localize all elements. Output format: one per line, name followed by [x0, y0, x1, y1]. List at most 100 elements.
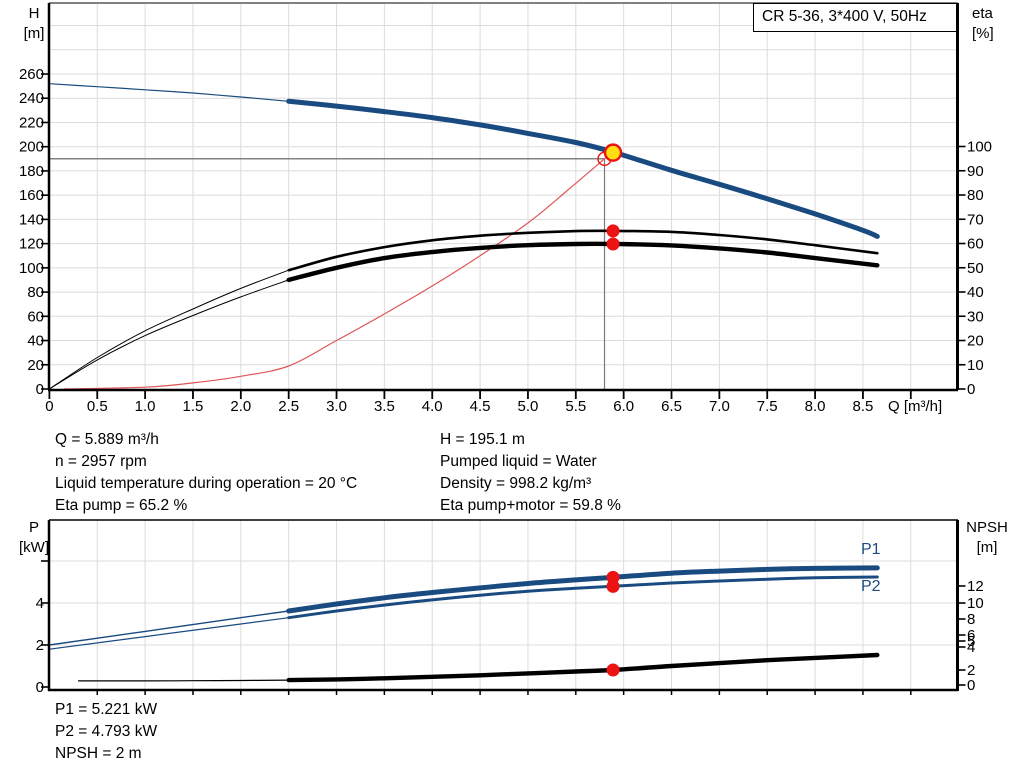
q-tick-label: 6.0 — [613, 398, 634, 415]
curve-eta-pump-motor-thin — [49, 279, 289, 390]
eta-tick-label: 60 — [967, 236, 984, 253]
curve-eta-pump-thin — [49, 269, 289, 390]
curve-NPSH-thin — [78, 679, 289, 682]
top-left-axis-unit: [m] — [23, 25, 45, 42]
top-chart: 0 20 40 60 80 100 120 140 160 180 200 220 240 260 0 10 2… — [19, 2, 992, 415]
npsh-tick-label: 2 — [967, 662, 975, 679]
eta-operating-dot — [606, 237, 620, 251]
info-block-left: Q = 5.889 m³/h n = 2957 rpm Liquid tempe… — [55, 431, 357, 519]
h-tick-label: 40 — [27, 333, 44, 350]
info-line: n = 2957 rpm — [55, 453, 147, 470]
q-tick-label: 1.5 — [183, 398, 204, 415]
q-tick-label: 4.0 — [422, 398, 443, 415]
eta-tick-label: 10 — [967, 357, 984, 374]
npsh-tick-label: 6 — [967, 627, 975, 644]
p2-curve-label: P2 — [861, 578, 881, 595]
info-line: Eta pump = 65.2 % — [55, 497, 188, 514]
q-tick-label: 6.5 — [661, 398, 682, 415]
h-tick-label: 160 — [19, 187, 44, 204]
q-tick-label: 5.5 — [565, 398, 586, 415]
q-tick-label: 7.0 — [709, 398, 730, 415]
info-line: H = 195.1 m — [440, 431, 525, 448]
top-right-axis-unit: [%] — [972, 25, 994, 42]
h-tick-label: 200 — [19, 139, 44, 156]
operating-dot — [606, 579, 620, 593]
footer-block: P1 = 5.221 kW P2 = 4.793 kW NPSH = 2 m — [55, 701, 157, 767]
bottom-right-axis-unit: [m] — [976, 539, 998, 556]
footer-line: NPSH = 2 m — [55, 745, 142, 762]
npsh-tick-label: 8 — [967, 611, 975, 628]
npsh-tick-label: 10 — [967, 595, 984, 612]
h-tick-label: 240 — [19, 90, 44, 107]
h-tick-label: 100 — [19, 260, 44, 277]
curve-P2-thin — [49, 617, 289, 650]
q-tick-label: 0.5 — [87, 398, 108, 415]
bottom-left-axis-name: P — [28, 519, 39, 536]
pump-title-box: CR 5-36, 3*400 V, 50Hz — [753, 3, 957, 32]
p-tick-label: 2 — [36, 637, 44, 654]
bottom-left-axis-unit: [kW] — [19, 539, 49, 556]
eta-tick-label: 40 — [967, 284, 984, 301]
footer-line: P2 = 4.793 kW — [55, 723, 158, 740]
h-tick-label: 180 — [19, 163, 44, 180]
eta-tick-label: 50 — [967, 260, 984, 277]
npsh-tick-label: 0 — [967, 677, 975, 694]
eta-tick-label: 100 — [967, 139, 992, 156]
eta-tick-label: 20 — [967, 333, 984, 350]
curve-P1-thin — [49, 610, 289, 646]
top-right-axis-name: eta — [972, 5, 993, 22]
curve-P1 — [286, 565, 880, 614]
q-tick-label: 0 — [45, 398, 53, 415]
info-line: Pumped liquid = Water — [440, 453, 597, 470]
h-tick-label: 260 — [19, 66, 44, 83]
curve-H-curve-thin — [49, 83, 289, 102]
h-tick-label: 20 — [27, 357, 44, 374]
info-line: Liquid temperature during operation = 20… — [55, 475, 358, 492]
h-tick-label: 220 — [19, 114, 44, 131]
q-tick-label: 8.0 — [805, 398, 826, 415]
eta-tick-label: 70 — [967, 211, 984, 228]
info-block-right: H = 195.1 m Pumped liquid = Water Densit… — [440, 431, 621, 519]
npsh-tick-label: 5 — [967, 633, 975, 650]
top-left-axis-name: H — [28, 5, 40, 22]
curve-NPSH — [286, 652, 880, 683]
q-tick-label: 1.0 — [135, 398, 156, 415]
h-tick-label: 80 — [27, 284, 44, 301]
eta-tick-label: 80 — [967, 187, 984, 204]
info-line: Density = 998.2 kg/m³ — [440, 475, 592, 492]
q-tick-label: 5.0 — [518, 398, 539, 415]
p1-curve-label: P1 — [861, 541, 881, 558]
curve-eta-pump — [287, 229, 879, 272]
info-line: Q = 5.889 m³/h — [55, 431, 159, 448]
curve-speed-curve — [63, 151, 614, 390]
footer-line: P1 = 5.221 kW — [55, 701, 158, 718]
q-tick-label: 3.0 — [326, 398, 347, 415]
bottom-right-axis-name: NPSH — [966, 519, 1008, 536]
q-tick-label: 2.5 — [278, 398, 299, 415]
q-tick-label: 7.5 — [757, 398, 778, 415]
q-axis-unit-label: Q [m³/h] — [888, 398, 942, 415]
h-tick-label: 120 — [19, 236, 44, 253]
h-tick-label: 140 — [19, 211, 44, 228]
p-tick-label: 4 — [36, 595, 44, 612]
eta-operating-dot — [606, 224, 620, 238]
curve-eta-pump-motor — [286, 241, 880, 283]
curve-H-curve — [286, 98, 880, 239]
q-tick-label: 2.0 — [230, 398, 251, 415]
operating-dot — [606, 663, 620, 677]
q-tick-label: 4.5 — [470, 398, 491, 415]
npsh-tick-label: 4 — [967, 639, 975, 656]
h-tick-label: 60 — [27, 308, 44, 325]
h-tick-label: 0 — [36, 381, 44, 398]
curve-P2 — [287, 575, 879, 620]
operating-dot — [606, 570, 620, 584]
duty-point-marker — [603, 143, 623, 162]
npsh-tick-label: 12 — [967, 578, 984, 595]
q-tick-label: 8.5 — [853, 398, 874, 415]
eta-tick-label: 30 — [967, 308, 984, 325]
info-line: Eta pump+motor = 59.8 % — [440, 497, 621, 514]
eta-tick-label: 90 — [967, 163, 984, 180]
